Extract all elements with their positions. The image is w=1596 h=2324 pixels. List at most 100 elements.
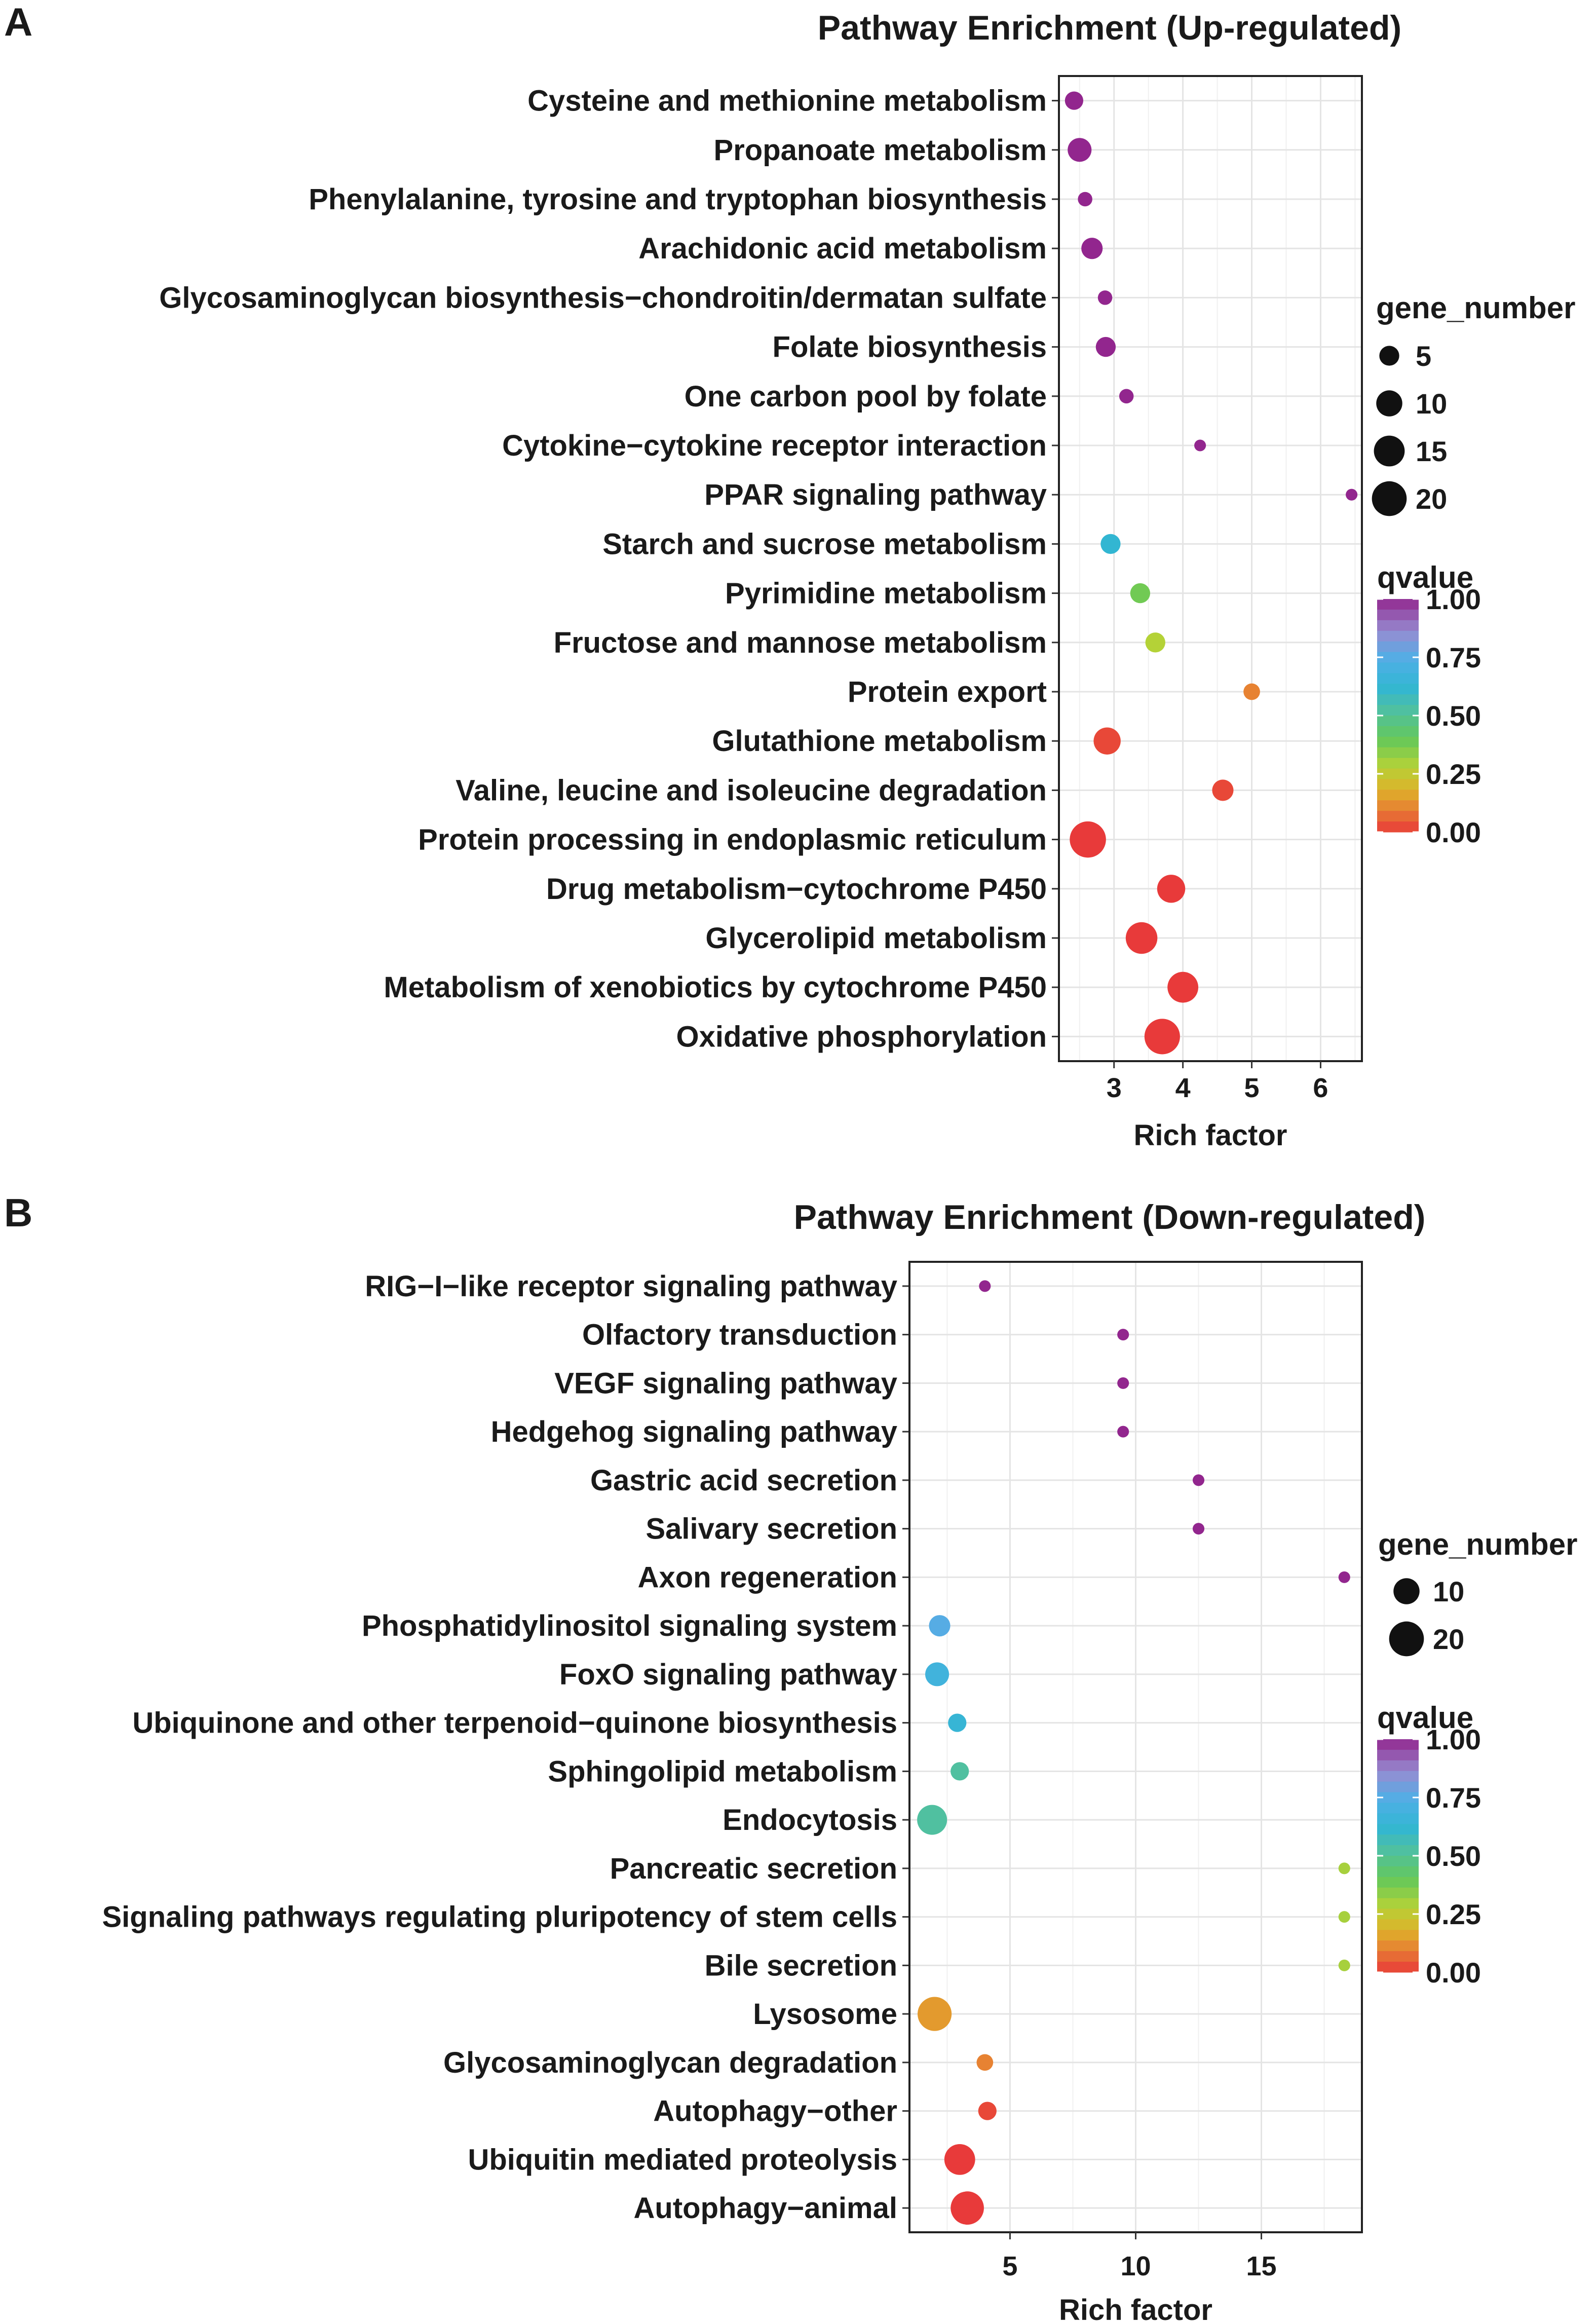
chart-a-color-legend-swatch xyxy=(1377,747,1419,759)
chart-b-point xyxy=(925,1662,949,1686)
chart-a-point xyxy=(1100,534,1121,554)
chart-a-color-legend-swatch xyxy=(1377,736,1419,748)
chart-a-y-label: Glycosaminoglycan biosynthesis−chondroit… xyxy=(159,281,1047,314)
chart-a-y-label: Protein processing in endoplasmic reticu… xyxy=(418,823,1047,856)
chart-b-point xyxy=(978,2102,997,2120)
chart-b-y-label: Hedgehog signaling pathway xyxy=(491,1415,897,1448)
chart-a-point xyxy=(1243,683,1260,700)
chart-b-point xyxy=(917,1805,947,1835)
chart-b-y-label: Signaling pathways regulating pluripoten… xyxy=(102,1901,897,1934)
chart-a-color-legend-swatch xyxy=(1377,758,1419,769)
chart-b-y-label: Gastric acid secretion xyxy=(590,1464,897,1497)
chart-a-color-legend-swatch xyxy=(1377,821,1419,833)
chart-b-y-label: Salivary secretion xyxy=(645,1513,897,1546)
chart-b-point xyxy=(1192,1523,1205,1535)
chart-a-color-legend-swatch xyxy=(1377,694,1419,705)
chart-a-size-legend-dot xyxy=(1374,435,1405,467)
chart-a-color-legend-swatch xyxy=(1377,779,1419,790)
chart-b-point xyxy=(979,1280,991,1292)
chart-b-y-label: RIG−I−like receptor signaling pathway xyxy=(365,1270,897,1303)
chart-a-point xyxy=(1068,138,1092,162)
chart-a-point xyxy=(1065,91,1084,110)
chart-a-color-legend-label: 0.25 xyxy=(1426,758,1481,790)
chart-a-x-tick-label: 4 xyxy=(1175,1073,1191,1103)
chart-a-x-tick-label: 5 xyxy=(1244,1073,1260,1103)
chart-a-x-tick-label: 3 xyxy=(1107,1073,1122,1103)
chart-b-y-label: Endocytosis xyxy=(723,1804,897,1836)
chart-a-color-legend-swatch xyxy=(1377,609,1419,621)
chart-a-point xyxy=(1194,439,1206,452)
chart-a-y-label: Pyrimidine metabolism xyxy=(725,577,1047,610)
chart-b-color-legend-swatch xyxy=(1377,1962,1419,1973)
chart-b-color-legend-swatch xyxy=(1377,1845,1419,1856)
chart-a-y-label: Fructose and mannose metabolism xyxy=(554,626,1047,659)
chart-a-color-legend-swatch xyxy=(1377,705,1419,716)
panel-a-chart: Pathway Enrichment (Up-regulated) Cystein… xyxy=(159,9,1575,1152)
chart-a-point xyxy=(1157,875,1186,903)
chart-b-point xyxy=(1338,1571,1350,1583)
chart-b-color-legend-swatch xyxy=(1377,1824,1419,1835)
chart-a-color-legend-label: 0.00 xyxy=(1426,816,1481,848)
chart-b-x-tick-label: 5 xyxy=(1002,2251,1017,2281)
chart-b-color-legend-swatch xyxy=(1377,1813,1419,1824)
chart-b-y-label: Phosphatidylinositol signaling system xyxy=(362,1609,897,1642)
chart-b-color-legend-swatch xyxy=(1377,1887,1419,1899)
chart-a-y-label: PPAR signaling pathway xyxy=(704,478,1047,511)
chart-a-point xyxy=(1070,821,1106,858)
chart-a-y-label: Glycerolipid metabolism xyxy=(705,922,1047,955)
chart-b-color-legend-swatch xyxy=(1377,1951,1419,1962)
chart-b-y-label: Sphingolipid metabolism xyxy=(548,1755,897,1788)
chart-b-point xyxy=(1117,1426,1129,1438)
chart-b-point xyxy=(1117,1329,1129,1341)
chart-a-color-legend-swatch xyxy=(1377,800,1419,811)
chart-b-x-tick-label: 15 xyxy=(1246,2251,1277,2281)
chart-a-y-label: Drug metabolism−cytochrome P450 xyxy=(546,873,1047,906)
chart-b-point xyxy=(1338,1862,1350,1875)
chart-a-size-legend-title: gene_number xyxy=(1376,291,1575,325)
chart-b-y-label: Olfactory transduction xyxy=(582,1319,897,1352)
chart-b-color-legend-label: 0.00 xyxy=(1426,1957,1481,1989)
chart-a-point xyxy=(1097,290,1113,305)
chart-a-size-legend-label: 10 xyxy=(1416,388,1447,420)
chart-b-size-legend-title: gene_number xyxy=(1378,1527,1577,1561)
chart-a-x-tick-label: 6 xyxy=(1313,1073,1328,1103)
chart-a-point xyxy=(1145,632,1165,653)
chart-b-y-label: Pancreatic secretion xyxy=(610,1852,897,1885)
chart-b-point xyxy=(948,1713,967,1732)
chart-a-y-label: Phenylalanine, tyrosine and tryptophan b… xyxy=(309,183,1047,216)
chart-b-y-label: Bile secretion xyxy=(705,1949,897,1982)
chart-b-color-legend-swatch xyxy=(1377,1940,1419,1952)
chart-b-color-legend-swatch xyxy=(1377,1930,1419,1941)
chart-b-point xyxy=(951,2191,984,2225)
chart-a-y-label: One carbon pool by folate xyxy=(685,380,1047,413)
chart-a-point xyxy=(1130,583,1151,604)
chart-a-y-label: Propanoate metabolism xyxy=(714,134,1047,167)
chart-b-size-legend-label: 10 xyxy=(1433,1576,1464,1607)
chart-b-y-label: Ubiquinone and other terpenoid−quinone b… xyxy=(132,1707,897,1740)
chart-a-size-legend-label: 20 xyxy=(1416,483,1447,515)
chart-a-color-legend-swatch xyxy=(1377,641,1419,653)
chart-a-color-legend-label: 0.75 xyxy=(1426,642,1481,673)
chart-a-color-legend-swatch xyxy=(1377,790,1419,801)
chart-a-point xyxy=(1125,922,1158,954)
chart-b-point xyxy=(1192,1474,1205,1486)
chart-a-color-legend-swatch xyxy=(1377,599,1419,610)
chart-b-color-legend-label: 0.50 xyxy=(1426,1840,1481,1872)
panel-label-a: A xyxy=(4,0,32,44)
chart-b-point xyxy=(918,1997,952,2031)
chart-b-color-legend-swatch xyxy=(1377,1803,1419,1814)
chart-b-color-legend-swatch xyxy=(1377,1760,1419,1772)
chart-b-point xyxy=(1117,1377,1129,1389)
chart-b-x-axis-label: Rich factor xyxy=(1059,2294,1212,2324)
chart-a-color-legend-swatch xyxy=(1377,652,1419,663)
chart-b-x-tick-label: 10 xyxy=(1120,2251,1151,2281)
chart-a-y-label: Cysteine and methionine metabolism xyxy=(527,85,1047,118)
chart-a-y-label: Cytokine−cytokine receptor interaction xyxy=(502,429,1047,462)
chart-b-y-label: Glycosaminoglycan degradation xyxy=(443,2046,897,2079)
chart-b-color-legend-swatch xyxy=(1377,1898,1419,1909)
chart-b-y-label: FoxO signaling pathway xyxy=(559,1658,897,1691)
chart-a-plot-area xyxy=(1059,76,1362,1061)
chart-a-y-label: Arachidonic acid metabolism xyxy=(638,232,1047,265)
chart-a-point xyxy=(1081,238,1103,259)
